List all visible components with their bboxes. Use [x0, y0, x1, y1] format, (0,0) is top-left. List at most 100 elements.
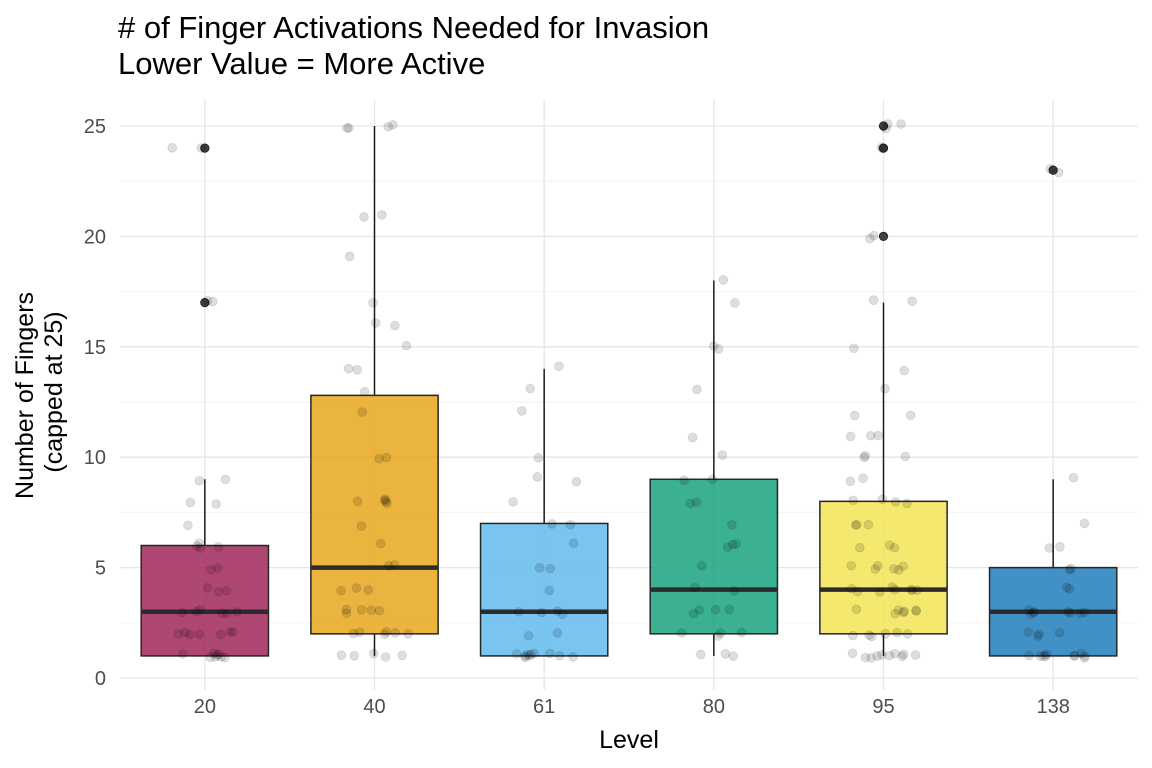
jitter-point: [880, 629, 891, 639]
jitter-point: [848, 343, 859, 354]
jitter-point: [1028, 607, 1038, 618]
jitter-point: [196, 143, 207, 153]
jitter-point: [877, 494, 888, 504]
jitter-point: [1079, 607, 1090, 618]
jitter-point: [209, 648, 219, 659]
jitter-point: [215, 629, 226, 640]
jitter-point: [718, 275, 729, 285]
jitter-point: [544, 585, 555, 596]
jitter-point: [195, 604, 206, 615]
jitter-point: [685, 498, 696, 509]
jitter-point: [1055, 541, 1065, 552]
jitter-point: [552, 628, 563, 638]
jitter-point: [845, 476, 856, 487]
jitter-point: [374, 453, 385, 464]
jitter-point: [727, 539, 738, 550]
jitter-point: [343, 123, 354, 133]
jitter-point: [1025, 609, 1036, 620]
jitter-point: [902, 629, 913, 639]
jitter-point: [375, 538, 386, 549]
jitter-point: [866, 653, 877, 663]
jitter-point: [336, 650, 347, 660]
jitter-point: [877, 143, 888, 154]
jitter-point: [379, 495, 390, 506]
jitter-point: [889, 542, 900, 553]
jitter-point: [1033, 631, 1043, 641]
outlier-point: [1048, 165, 1058, 175]
jitter-point: [727, 520, 737, 530]
jitter-point: [213, 542, 224, 552]
jitter-point: [893, 565, 904, 575]
box-95: [819, 121, 948, 656]
jitter-point: [342, 123, 352, 133]
jitter-point: [1063, 607, 1073, 617]
jitter-point: [221, 585, 232, 596]
jitter-point: [730, 298, 740, 308]
jitter-point: [344, 251, 355, 262]
outlier-point: [878, 231, 889, 241]
jitter-point: [359, 386, 370, 397]
jitter-point: [1044, 543, 1055, 553]
jitter-point: [377, 210, 387, 220]
box-layer: [140, 121, 1118, 657]
jitter-point: [858, 473, 868, 484]
y-tick-label: 15: [84, 337, 106, 359]
jitter-point: [389, 560, 400, 570]
jitter-point: [1065, 608, 1076, 618]
jitter-point: [911, 606, 922, 616]
jitter-point: [1061, 582, 1072, 593]
jitter-point: [214, 649, 224, 659]
jitter-point: [185, 629, 195, 640]
jitter-point: [1064, 564, 1075, 575]
grid-layer: [120, 100, 1138, 690]
jitter-point: [508, 497, 518, 507]
jitter-point: [679, 475, 689, 486]
jitter-point: [565, 519, 576, 530]
x-tick-label: 80: [703, 696, 725, 718]
jitter-point: [724, 604, 735, 615]
jitter-point: [545, 563, 556, 574]
box-body: [649, 478, 779, 635]
jitter-point: [907, 296, 917, 306]
jitter-point: [892, 627, 902, 638]
y-tick-label: 0: [95, 668, 106, 690]
box-138: [988, 165, 1118, 657]
jitter-point: [720, 649, 731, 659]
jitter-point: [694, 605, 705, 615]
jitter-point: [212, 650, 222, 660]
x-tick-label: 40: [363, 696, 385, 718]
jitter-point: [192, 541, 202, 551]
jitter-point: [382, 498, 392, 509]
jitter-point: [845, 431, 856, 442]
jitter-point: [847, 648, 858, 659]
jitter-point: [220, 474, 231, 485]
jitter-point: [1023, 627, 1034, 637]
jitter-point: [687, 432, 698, 443]
chart-title-block: # of Finger Activations Needed for Invas…: [118, 10, 709, 82]
jitter-point: [848, 495, 858, 506]
jitter-point: [380, 494, 390, 504]
jitter-point: [514, 606, 524, 617]
jitter-point: [846, 583, 857, 594]
jitter-point: [403, 629, 413, 639]
jitter-point: [899, 365, 910, 376]
jitter-point: [692, 384, 702, 395]
jitter-point: [1041, 649, 1052, 660]
jitter-point: [1034, 629, 1044, 639]
y-tick-label: 10: [84, 447, 106, 469]
jitter-point: [869, 230, 879, 241]
outlier-point: [200, 143, 210, 153]
jitter-point: [1079, 653, 1090, 663]
outlier-point: [200, 298, 210, 308]
jitter-point: [232, 607, 242, 617]
jitter-point: [210, 652, 221, 662]
jitter-point: [896, 119, 906, 129]
jitter-point: [194, 538, 205, 548]
jitter-point: [710, 604, 721, 615]
jitter-point: [368, 297, 378, 308]
jitter-point: [728, 651, 738, 661]
jitter-point: [1079, 651, 1090, 661]
jitter-point: [877, 650, 887, 660]
jitter-point: [849, 410, 860, 421]
jitter-point: [890, 584, 900, 595]
